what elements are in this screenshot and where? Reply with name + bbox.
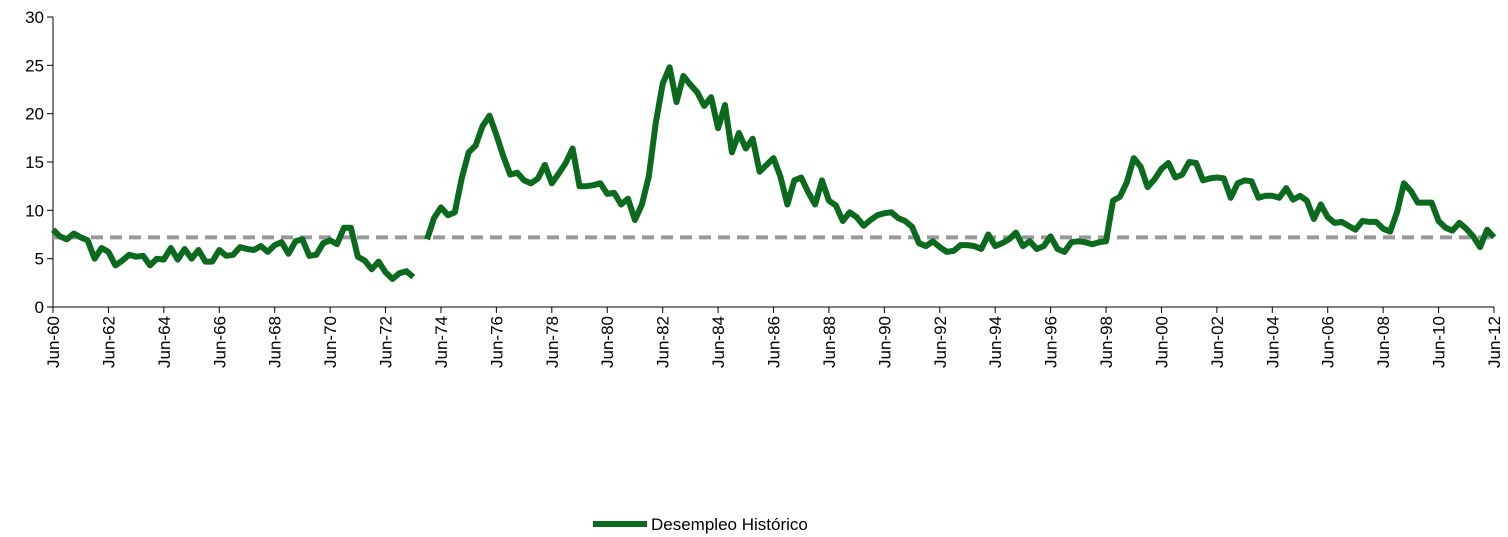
x-tick-label: Jun-74: [432, 316, 451, 368]
x-tick-label: Jun-10: [1430, 316, 1449, 368]
x-tick-label: Jun-64: [155, 316, 174, 368]
x-tick-label: Jun-96: [1042, 316, 1061, 368]
series-line: [50, 64, 1497, 282]
x-tick-label: Jun-06: [1319, 316, 1338, 368]
x-tick-label: Jun-76: [487, 316, 506, 368]
x-tick-label: Jun-86: [765, 316, 784, 368]
x-tick-label: Jun-68: [266, 316, 285, 368]
x-tick-label: Jun-98: [1097, 316, 1116, 368]
x-tick-label: Jun-66: [210, 316, 229, 368]
y-tick-label: 25: [25, 56, 44, 75]
x-tick-label: Jun-84: [709, 316, 728, 368]
x-tick-label: Jun-60: [44, 316, 63, 368]
y-tick-label: 15: [25, 153, 44, 172]
x-tick-label: Jun-04: [1263, 316, 1282, 368]
x-tick-label: Jun-90: [875, 316, 894, 368]
x-tick-label: Jun-00: [1152, 316, 1171, 368]
y-tick-label: 10: [25, 201, 44, 220]
x-tick-label: Jun-80: [598, 316, 617, 368]
y-tick-label: 5: [35, 250, 44, 269]
x-tick-label: Jun-72: [377, 316, 396, 368]
x-tick-label: Jun-08: [1374, 316, 1393, 368]
x-tick-label: Jun-78: [543, 316, 562, 368]
y-tick-label: 0: [35, 298, 44, 317]
x-tick-label: Jun-62: [99, 316, 118, 368]
x-tick-label: Jun-70: [321, 316, 340, 368]
x-tick-label: Jun-94: [986, 316, 1005, 368]
x-tick-label: Jun-12: [1485, 316, 1504, 368]
y-tick-label: 20: [25, 105, 44, 124]
y-tick-label: 30: [25, 8, 44, 27]
x-tick-label: Jun-02: [1208, 316, 1227, 368]
x-tick-label: Jun-92: [931, 316, 950, 368]
legend-label: Desempleo Histórico: [651, 515, 808, 534]
x-tick-label: Jun-88: [820, 316, 839, 368]
x-tick-label: Jun-82: [654, 316, 673, 368]
